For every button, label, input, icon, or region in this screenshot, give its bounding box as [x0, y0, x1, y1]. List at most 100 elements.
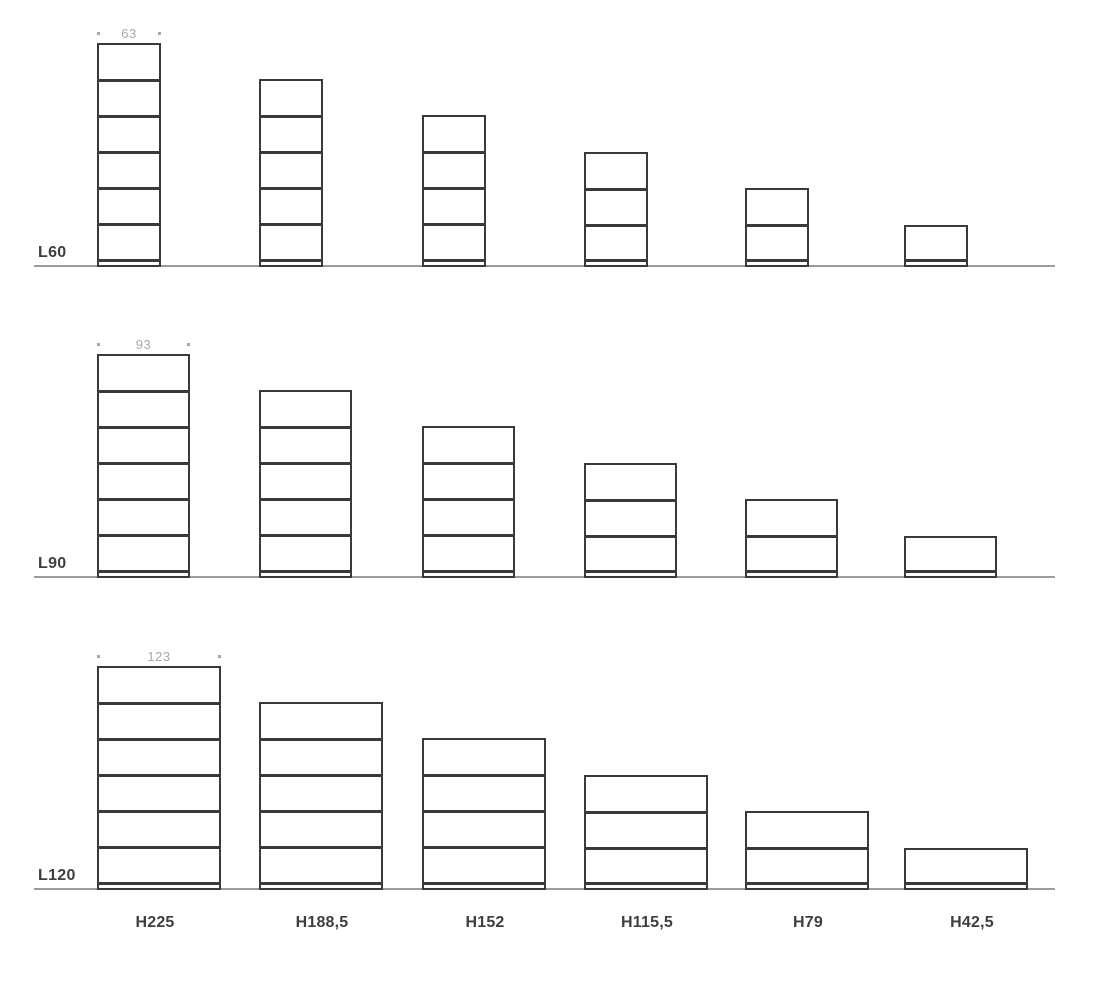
column-label-H79: H79 — [793, 914, 823, 931]
unit-L90-H115,5 — [584, 462, 677, 578]
shelf-L90-H188,5-2 — [261, 461, 350, 465]
plinth-L120-H79 — [747, 882, 867, 885]
shelf-L120-H188,5-1 — [261, 737, 381, 741]
plinth-L90-H42,5 — [906, 570, 995, 573]
unit-L90-H79 — [745, 499, 838, 578]
shelf-L60-H225-3 — [99, 151, 159, 154]
shelf-L120-H152-3 — [424, 846, 544, 849]
unit-L60-H188,5 — [259, 78, 323, 267]
shelf-L90-H188,5-3 — [261, 497, 350, 501]
shelf-L60-H188,5-2 — [261, 150, 321, 154]
shelf-L60-H152-1 — [424, 151, 484, 154]
shelf-L90-H188,5-1 — [261, 425, 350, 429]
width-dimension-L120: 123 — [97, 649, 221, 664]
unit-L60-H225 — [97, 43, 161, 267]
plinth-L60-H115,5 — [586, 259, 646, 262]
unit-L60-H79 — [745, 188, 809, 267]
shelf-L120-H225-3 — [99, 774, 219, 777]
shelf-L60-H79-1 — [747, 224, 807, 227]
shelf-L120-H188,5-2 — [261, 773, 381, 777]
floor-line-L90 — [34, 576, 1055, 578]
shelf-L120-H225-2 — [99, 738, 219, 741]
shelf-L120-H225-4 — [99, 810, 219, 813]
shelf-L90-H225-1 — [99, 390, 188, 393]
column-label-H115,5: H115,5 — [621, 914, 673, 931]
shelf-L120-H188,5-4 — [261, 845, 381, 849]
plinth-L120-H225 — [99, 882, 219, 885]
plinth-L60-H79 — [747, 259, 807, 262]
column-label-H225: H225 — [135, 914, 175, 931]
shelf-L60-H188,5-1 — [261, 114, 321, 118]
unit-L90-H42,5 — [904, 535, 997, 578]
shelf-L120-H79-1 — [747, 847, 867, 850]
unit-L120-H79 — [745, 811, 869, 890]
width-dimension-L60: 63 — [97, 26, 161, 41]
unit-L90-H225 — [97, 354, 190, 578]
floor-line-L60 — [34, 265, 1055, 267]
unit-L90-H152 — [422, 426, 515, 578]
width-dimension-L90: 93 — [97, 337, 190, 352]
shelf-L90-H152-3 — [424, 534, 513, 537]
width-dimension-label-L60: 63 — [121, 26, 137, 41]
shelf-L60-H225-4 — [99, 187, 159, 190]
shelf-L90-H152-1 — [424, 462, 513, 465]
shelf-L90-H79-1 — [747, 535, 836, 538]
dim-dot-right-L60 — [158, 32, 161, 35]
unit-L60-H42,5 — [904, 224, 968, 267]
shelf-L60-H152-2 — [424, 187, 484, 190]
plinth-L90-H115,5 — [586, 570, 675, 573]
shelf-L90-H225-2 — [99, 426, 188, 429]
row-label-L90: L90 — [38, 555, 67, 572]
plinth-L60-H225 — [99, 259, 159, 262]
plinth-L60-H42,5 — [906, 259, 966, 262]
shelf-L90-H225-5 — [99, 534, 188, 537]
shelf-L90-H188,5-4 — [261, 533, 350, 537]
plinth-L60-H188,5 — [261, 259, 321, 262]
shelf-L90-H225-3 — [99, 462, 188, 465]
shelf-L120-H225-5 — [99, 846, 219, 849]
shelf-L120-H115,5-1 — [586, 810, 706, 814]
shelf-L60-H225-5 — [99, 223, 159, 226]
unit-L120-H225 — [97, 666, 221, 890]
unit-L120-H42,5 — [904, 847, 1028, 890]
column-label-H152: H152 — [465, 914, 505, 931]
unit-L60-H152 — [422, 115, 486, 267]
shelf-L120-H225-1 — [99, 702, 219, 705]
shelf-L60-H115,5-1 — [586, 187, 646, 191]
unit-L60-H115,5 — [584, 151, 648, 267]
dim-dot-left-L60 — [97, 32, 100, 35]
shelf-L60-H225-2 — [99, 115, 159, 118]
column-label-H188,5: H188,5 — [295, 914, 349, 931]
dim-dot-right-L120 — [218, 655, 221, 658]
plinth-L120-H188,5 — [261, 882, 381, 885]
dim-dot-left-L90 — [97, 343, 100, 346]
width-dimension-label-L90: 93 — [135, 337, 152, 352]
row-label-L60: L60 — [38, 244, 67, 261]
shelf-L60-H188,5-4 — [261, 222, 321, 226]
plinth-L120-H42,5 — [906, 882, 1026, 885]
shelf-L90-H115,5-1 — [586, 498, 675, 502]
plinth-L60-H152 — [424, 259, 484, 262]
row-label-L120: L120 — [38, 867, 76, 884]
plinth-L90-H188,5 — [261, 570, 350, 573]
unit-L120-H188,5 — [259, 701, 383, 890]
shelf-L90-H152-2 — [424, 498, 513, 501]
plinth-L90-H225 — [99, 570, 188, 573]
plinth-L90-H79 — [747, 570, 836, 573]
shelf-L60-H225-1 — [99, 79, 159, 82]
unit-L120-H115,5 — [584, 774, 708, 890]
dim-dot-right-L90 — [187, 343, 190, 346]
plinth-L90-H152 — [424, 570, 513, 573]
unit-L120-H152 — [422, 738, 546, 890]
shelf-L60-H115,5-2 — [586, 223, 646, 227]
column-label-H42,5: H42,5 — [950, 914, 994, 931]
shelf-L120-H152-2 — [424, 810, 544, 813]
width-dimension-label-L120: 123 — [147, 649, 171, 664]
dim-dot-left-L120 — [97, 655, 100, 658]
shelf-L120-H115,5-2 — [586, 846, 706, 850]
unit-L90-H188,5 — [259, 389, 352, 578]
shelf-L90-H115,5-2 — [586, 534, 675, 538]
shelf-L90-H225-4 — [99, 498, 188, 501]
shelf-L120-H152-1 — [424, 774, 544, 777]
plinth-L120-H152 — [424, 882, 544, 885]
